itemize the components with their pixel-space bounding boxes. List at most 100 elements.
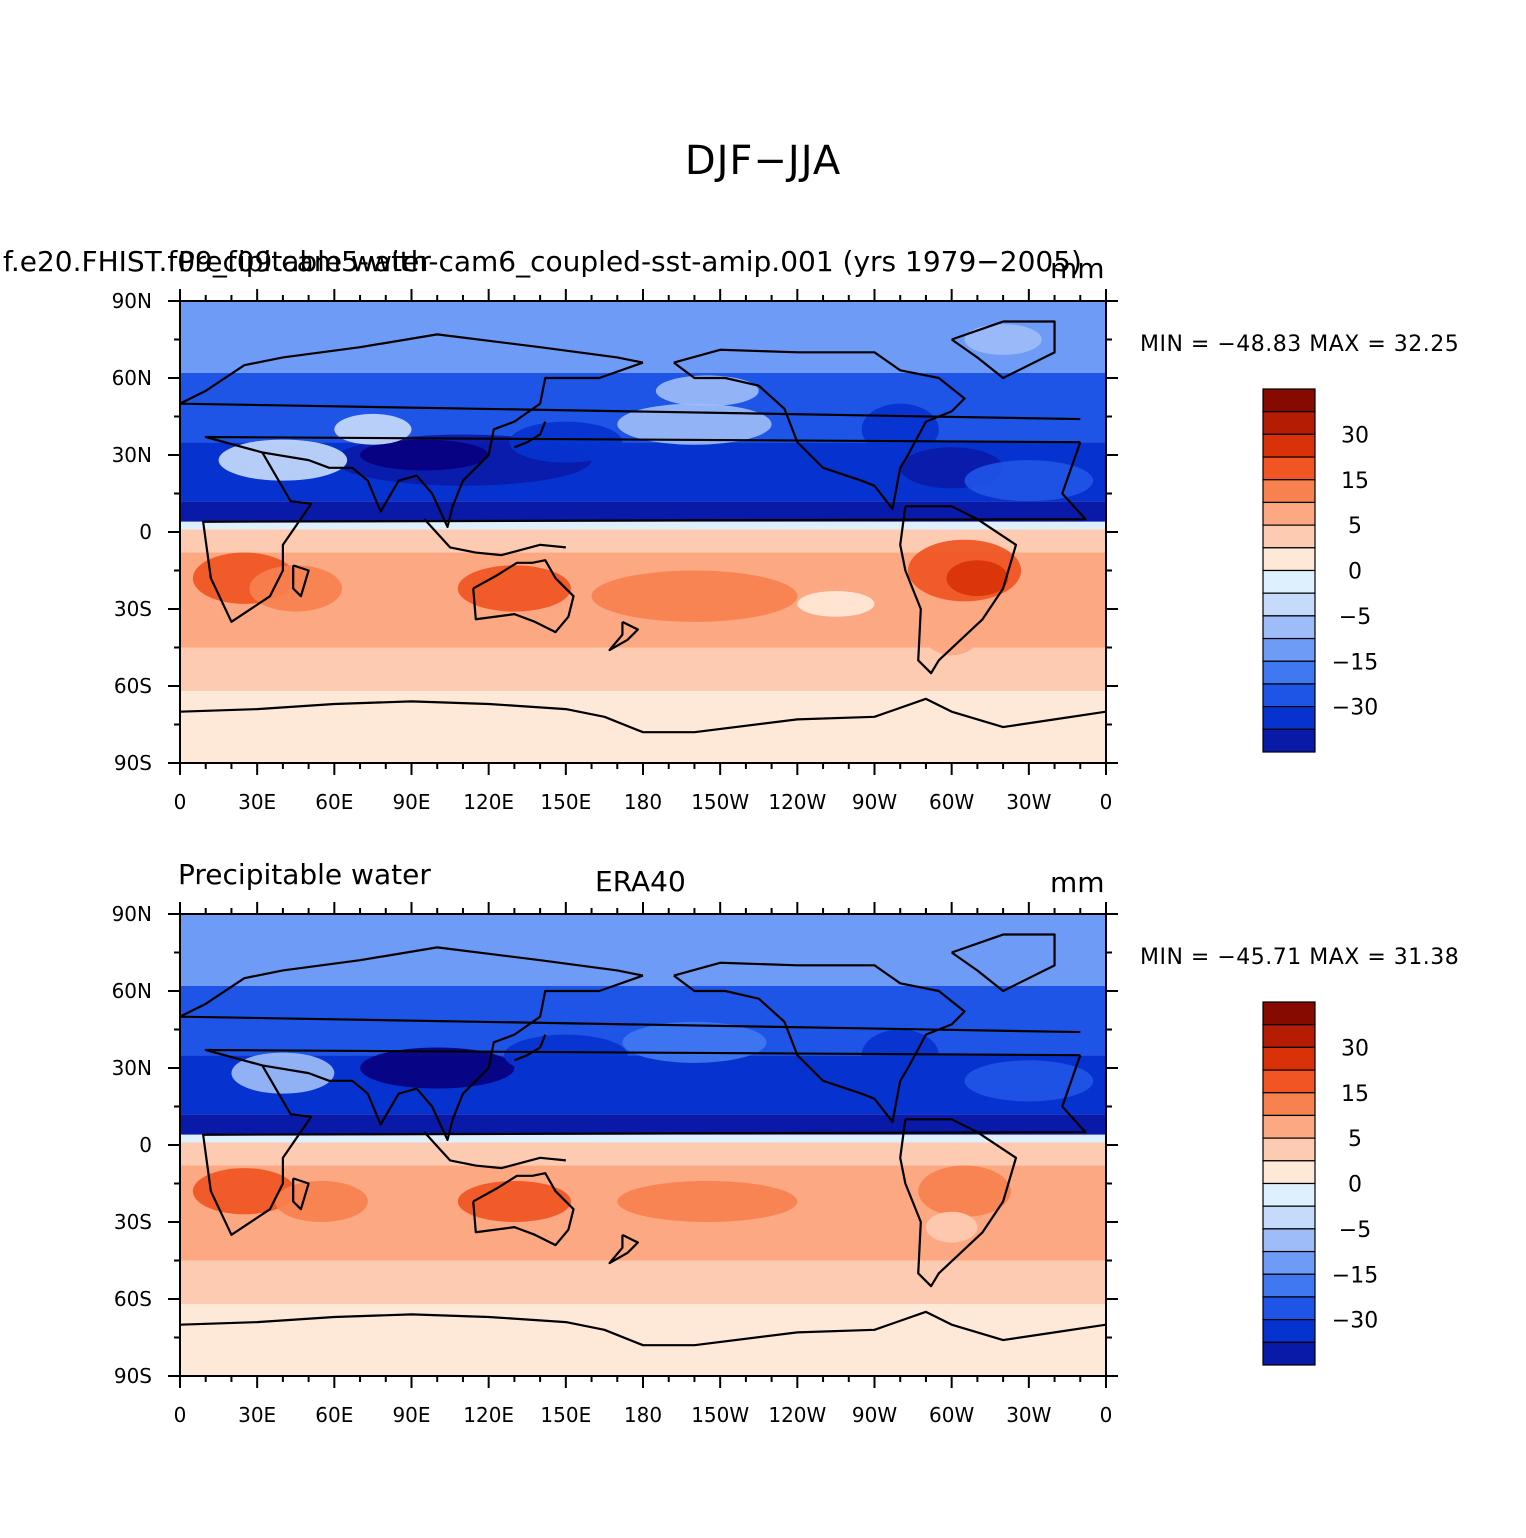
panel-2-center-title: ERA40 — [595, 865, 686, 898]
contour-band — [180, 521, 1106, 530]
contour-blob — [334, 413, 412, 445]
lon-label: 30E — [238, 1403, 276, 1427]
panel-1-left-title: Precipitable water — [178, 245, 431, 278]
coastline — [292, 1177, 310, 1211]
coastline — [202, 435, 1087, 623]
colorbar-box — [1262, 592, 1316, 617]
colorbar-box — [1262, 1296, 1316, 1321]
coastlines — [180, 933, 1106, 1347]
lat-label: 30S — [114, 597, 152, 621]
colorbar: 30 15 5 0 −5 −15 −30 — [1262, 1001, 1378, 1366]
contour-blob — [457, 565, 571, 612]
coastline — [262, 361, 644, 528]
coastline — [513, 421, 547, 449]
lat-label: 0 — [139, 1133, 152, 1157]
lon-label: 60E — [315, 1403, 353, 1427]
lon-label: 90E — [392, 1403, 430, 1427]
contour-blob — [946, 560, 1009, 597]
figure-title: DJF−JJA — [684, 138, 842, 184]
colorbar-box — [1262, 1092, 1316, 1117]
panel-1-center-title: f.e20.FHIST.f09_f09.cam5-with-cam6_coupl… — [3, 245, 1082, 278]
lon-label: 0 — [1100, 790, 1113, 814]
contour-blob — [509, 421, 623, 463]
coastline — [951, 320, 1056, 380]
contour-band — [180, 1134, 1106, 1143]
colorbar-box — [1262, 1137, 1316, 1162]
lat-label: 0 — [139, 520, 152, 544]
coastline — [202, 1048, 1087, 1236]
colorbar-box — [1262, 1341, 1316, 1366]
lon-label: 180 — [624, 1403, 662, 1427]
coastline — [423, 1131, 566, 1170]
colorbar-label: 5 — [1348, 1127, 1362, 1152]
lon-label: 120E — [463, 790, 514, 814]
coastline — [472, 1172, 575, 1247]
lat-label: 60N — [112, 979, 152, 1003]
colorbar-box — [1262, 1182, 1316, 1207]
colorbar-label: −5 — [1339, 605, 1371, 630]
coastlines — [180, 320, 1106, 734]
contour-band — [180, 691, 1106, 763]
lat-label: 30N — [112, 1056, 152, 1080]
lat-label: 90N — [112, 289, 152, 313]
colorbar-box — [1262, 1114, 1316, 1139]
contour-blob — [925, 1211, 978, 1243]
colorbar-box — [1262, 547, 1316, 572]
contour-band — [180, 1304, 1106, 1376]
colorbar-box — [1262, 433, 1316, 458]
lon-label: 30W — [1006, 1403, 1051, 1427]
colorbar-label: −5 — [1339, 1218, 1371, 1243]
lon-label: 60W — [929, 790, 974, 814]
lon-label: 30E — [238, 790, 276, 814]
lon-label: 90W — [852, 1403, 897, 1427]
colorbar-box — [1262, 501, 1316, 526]
contour-blob — [192, 1168, 296, 1215]
contour-band — [180, 914, 1106, 986]
panel-1-units: mm — [1050, 252, 1105, 285]
colorbar-box — [1262, 615, 1316, 640]
colorbar-box — [1262, 706, 1316, 730]
coastline — [673, 961, 966, 1124]
colorbar-label: 0 — [1348, 1173, 1362, 1198]
contour-blob — [861, 403, 939, 456]
colorbar-box — [1262, 569, 1316, 594]
contour-band — [180, 1114, 1106, 1135]
contour-blob — [964, 1060, 1094, 1102]
lon-label: 60E — [315, 790, 353, 814]
colorbar-label: −15 — [1332, 1263, 1378, 1288]
colorbar-label: 30 — [1341, 1036, 1369, 1061]
contour-blob — [655, 375, 759, 407]
contour-blob — [457, 1180, 571, 1222]
field-contours — [180, 301, 1106, 763]
colorbar-label: −15 — [1332, 650, 1378, 675]
lat-label: 90N — [112, 902, 152, 926]
colorbar-label: −30 — [1332, 1309, 1378, 1334]
panel-1-min-max: MIN = −48.83 MAX = 32.25 — [1140, 332, 1460, 357]
lon-label: 0 — [1100, 1403, 1113, 1427]
coastline — [180, 697, 1106, 734]
colorbar-label: 15 — [1341, 469, 1369, 494]
contour-blob — [360, 1047, 515, 1089]
contour-blob — [920, 603, 983, 656]
colorbar-box — [1262, 1250, 1316, 1275]
lon-label: 120W — [768, 790, 826, 814]
contour-band — [180, 501, 1106, 522]
panel-2-units: mm — [1050, 866, 1105, 899]
coastline — [899, 505, 1018, 675]
colorbar-label: 15 — [1341, 1082, 1369, 1107]
colorbar-box — [1262, 728, 1316, 753]
lon-label: 90W — [852, 790, 897, 814]
colorbar-label: 0 — [1348, 560, 1362, 585]
map-panel-2: 90N 60N 30N 0 30S 60S 90S 0 30E 60E 90E 120E 150E 180… — [112, 902, 1378, 1427]
lat-label: 60S — [114, 674, 152, 698]
coastline — [180, 333, 1081, 421]
coastline — [423, 518, 566, 557]
lon-label: 120E — [463, 1403, 514, 1427]
colorbar-box — [1262, 1228, 1316, 1253]
contour-blob — [617, 1180, 798, 1222]
colorbar-box — [1262, 1205, 1316, 1230]
coastline — [951, 933, 1056, 993]
colorbar-box — [1262, 1273, 1316, 1298]
lat-label: 60S — [114, 1287, 152, 1311]
